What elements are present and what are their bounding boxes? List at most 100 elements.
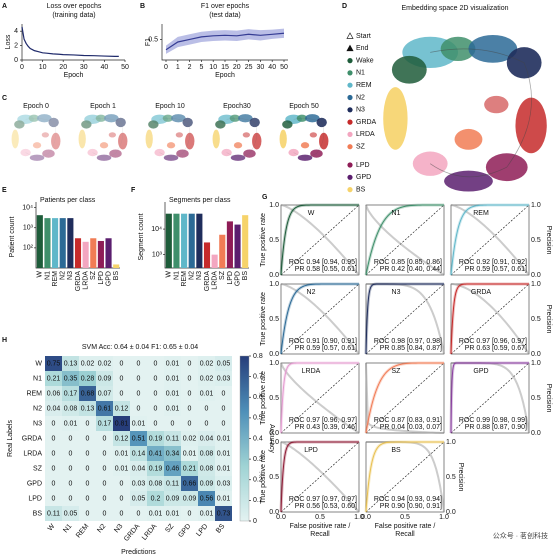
- legend-marker: [347, 58, 353, 64]
- heatmap-cell: [79, 401, 96, 416]
- heatmap-cell: [198, 356, 215, 371]
- x-tick-label: BS: [242, 271, 249, 281]
- heatmap-cell: [164, 401, 181, 416]
- heatmap-cell: [215, 431, 232, 446]
- y-tick-label: 0.5: [148, 36, 158, 43]
- heatmap-cell: [96, 371, 113, 386]
- heatmap-cell: [198, 491, 215, 506]
- x-tick-label: 10: [39, 64, 47, 71]
- class-name: W: [308, 210, 315, 217]
- f1-line: [165, 32, 285, 51]
- x-tick-label: 40: [268, 64, 276, 71]
- cell-value: 0: [86, 480, 90, 487]
- cell-value: 0.14: [132, 450, 146, 457]
- cell-value: 0: [154, 390, 158, 397]
- cell-value: 0: [52, 435, 56, 442]
- heatmap-cell: [45, 356, 62, 371]
- cell-value: 0.06: [47, 390, 61, 397]
- cell-value: 0.01: [217, 495, 231, 502]
- heatmap-cell: [130, 461, 147, 476]
- roc-curve: [365, 283, 444, 355]
- cell-value: 0: [103, 480, 107, 487]
- x-axis-label: False positive rate /: [290, 523, 351, 530]
- heatmap-cell: [79, 431, 96, 446]
- roc-y-label: True positive rate: [260, 292, 267, 346]
- x-tick-label: GPD: [105, 271, 112, 286]
- cell-value: 0.02: [183, 435, 197, 442]
- pr-label: PR 0.59 [0.57, 0.61]: [465, 266, 527, 273]
- pr-label: PR 0.43 [0.39, 0.46]: [295, 424, 357, 431]
- cell-value: 0.11: [166, 480, 179, 487]
- cell-value: 0.21: [183, 465, 197, 472]
- roc-panel-frame: [450, 283, 530, 355]
- row-label: N1: [33, 375, 42, 382]
- pr-label: PR 0.58 [0.55, 0.61]: [295, 266, 357, 273]
- cell-value: 0.02: [98, 360, 112, 367]
- heatmap-cell: [215, 416, 232, 431]
- class-name: LRDA: [302, 368, 321, 375]
- cell-value: 0: [69, 450, 73, 457]
- cell-value: 0.41: [149, 450, 163, 457]
- cell-value: 0: [188, 510, 192, 517]
- heatmap-cell: [45, 371, 62, 386]
- pr-label: PR 0.59 [0.57, 0.61]: [295, 345, 357, 352]
- heatmap-cell: [215, 386, 232, 401]
- column-label: LRDA: [141, 523, 159, 542]
- chart-title: Segments per class: [169, 197, 231, 204]
- bar: [242, 215, 249, 268]
- roc-curve: [280, 362, 359, 434]
- roc-panel-frame: [365, 204, 445, 276]
- x-tick-label: 30: [257, 64, 265, 71]
- x-tick-label: 50: [280, 64, 288, 71]
- x-tick-label: LRDA: [211, 271, 218, 290]
- cell-value: 0: [86, 465, 90, 472]
- heatmap-cell: [62, 356, 79, 371]
- heatmap-cell: [96, 386, 113, 401]
- cell-value: 0.01: [166, 405, 180, 412]
- heatmap-cell: [147, 446, 164, 461]
- heatmap-cell: [62, 401, 79, 416]
- column-label: GRDA: [123, 523, 142, 543]
- chart-title: Loss over epochs: [47, 3, 102, 10]
- pr-y-label: Precision: [457, 463, 464, 492]
- y-axis-label: Loss: [5, 34, 12, 49]
- colorbar-tick-label: 0.2: [253, 477, 263, 484]
- legend-label: GPD: [356, 174, 371, 181]
- cell-value: 0: [137, 405, 141, 412]
- embedding-thumbnail: [279, 113, 329, 162]
- cell-value: 0.28: [81, 375, 95, 382]
- heatmap-cell: [130, 401, 147, 416]
- cell-value: 0: [154, 375, 158, 382]
- chart-title: SVM Acc: 0.64 ± 0.04 F1: 0.65 ± 0.04: [82, 344, 198, 351]
- cell-value: 0: [52, 450, 56, 457]
- cell-value: 0: [154, 360, 158, 367]
- heatmap-cell: [62, 371, 79, 386]
- cell-value: 0.01: [183, 450, 197, 457]
- pr-label: PR 0.63 [0.59, 0.67]: [465, 345, 527, 352]
- cell-value: 0.01: [64, 420, 78, 427]
- bar: [105, 238, 112, 268]
- legend-marker: [346, 44, 354, 52]
- cell-value: 0: [86, 450, 90, 457]
- heatmap-cell: [130, 431, 147, 446]
- bar: [219, 234, 226, 268]
- colorbar-tick-label: 0.8: [253, 353, 263, 360]
- embedding-thumbnail: [212, 113, 262, 162]
- cell-value: 0.01: [132, 420, 146, 427]
- y-tick-label: 10⁴: [151, 226, 162, 233]
- row-label: N3: [33, 420, 42, 427]
- x-tick-label: SZ: [219, 270, 226, 280]
- y-axis-label: Segment count: [138, 213, 145, 260]
- cell-value: 0.19: [149, 435, 163, 442]
- column-label: N3: [113, 523, 124, 534]
- roc-curve: [280, 441, 359, 513]
- heatmap-cell: [113, 371, 130, 386]
- y2-tick-label: 1.0: [531, 360, 541, 367]
- cell-value: 0: [137, 375, 141, 382]
- y-tick-label: 10²: [23, 245, 34, 252]
- legend-label: SZ: [356, 144, 366, 151]
- cell-value: 0: [188, 360, 192, 367]
- y-tick-label: 10³: [152, 251, 163, 258]
- cell-value: 0.17: [64, 390, 78, 397]
